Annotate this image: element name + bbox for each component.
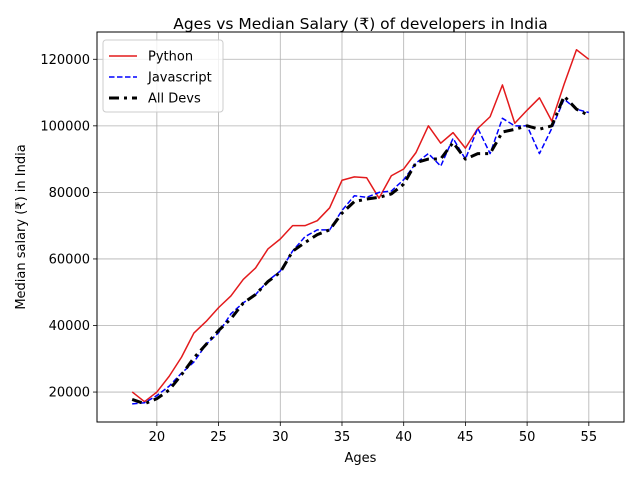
x-tick-label: 25 xyxy=(210,430,227,445)
y-tick-label: 120000 xyxy=(40,53,90,68)
y-axis-label: Median salary (₹) in India xyxy=(14,144,29,309)
series-line-all-devs xyxy=(131,94,590,406)
x-tick-label: 35 xyxy=(334,430,351,445)
plot-frame xyxy=(96,31,625,423)
y-tick-label: 20000 xyxy=(49,386,90,401)
y-tick-label: 60000 xyxy=(49,252,90,267)
series-line-python xyxy=(131,48,590,403)
chart-title: Ages vs Median Salary (₹) of developers … xyxy=(173,15,548,33)
x-tick-label: 40 xyxy=(395,430,412,445)
y-axis: 20000 40000 60000 80000 100000 120000 xyxy=(40,53,97,401)
y-tick-label: 40000 xyxy=(49,319,90,334)
x-axis-label: Ages xyxy=(345,451,377,466)
legend-label: Python xyxy=(148,50,193,65)
legend-label: Javascript xyxy=(147,71,212,86)
x-tick-label: 30 xyxy=(272,430,289,445)
legend-label: All Devs xyxy=(148,92,201,107)
y-tick-label: 100000 xyxy=(40,119,90,134)
y-tick-label: 80000 xyxy=(49,186,90,201)
series-line-javascript xyxy=(132,98,590,405)
legend-frame xyxy=(102,39,224,113)
x-tick-label: 45 xyxy=(457,430,474,445)
x-axis: 20 25 30 35 40 45 50 55 xyxy=(149,422,598,445)
legend: Python Javascript All Devs xyxy=(102,39,224,113)
grid-lines xyxy=(97,32,624,422)
x-tick-label: 20 xyxy=(149,430,166,445)
x-tick-label: 55 xyxy=(581,430,598,445)
x-tick-label: 50 xyxy=(519,430,536,445)
series-layer xyxy=(131,48,590,406)
